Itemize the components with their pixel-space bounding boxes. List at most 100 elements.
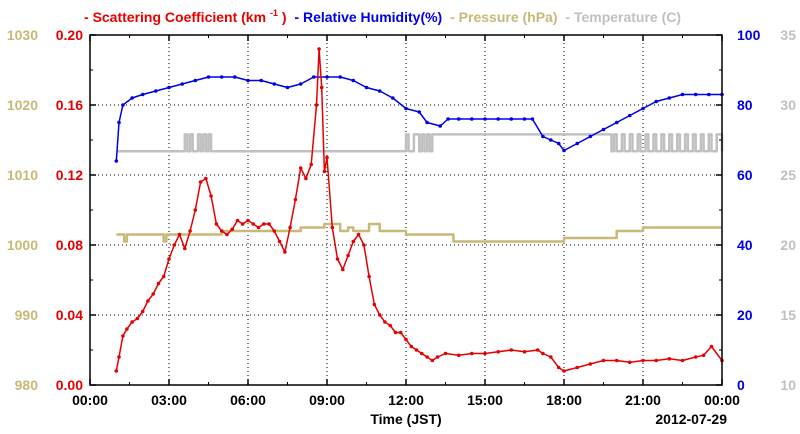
data-point-humidity (693, 92, 698, 97)
data-point-humidity (496, 117, 501, 121)
data-point-scattering (319, 85, 324, 90)
data-point-scattering (383, 320, 387, 324)
data-point-scattering (156, 281, 161, 286)
legend-pressure-label: Pressure (hPa) (459, 9, 558, 25)
y-tick-label-pressure: 1030 (7, 27, 38, 43)
data-point-scattering (130, 320, 134, 324)
data-point-scattering (298, 166, 303, 170)
data-point-scattering (709, 344, 714, 349)
data-point-humidity (509, 117, 514, 121)
data-point-scattering (509, 348, 514, 352)
data-point-scattering (456, 353, 461, 358)
data-point-humidity (483, 117, 487, 121)
data-point-humidity (556, 141, 561, 146)
data-point-scattering (628, 360, 632, 365)
data-point-scattering (225, 232, 229, 237)
data-point-scattering (356, 232, 361, 237)
y-tick-label-temperature: 20 (780, 237, 796, 253)
data-point-scattering (425, 355, 429, 359)
data-point-scattering (167, 257, 171, 261)
series-line-pressure (116, 222, 722, 243)
data-point-humidity (206, 75, 211, 79)
data-point-scattering (398, 330, 403, 335)
y-tick-label-temperature: 15 (780, 307, 796, 323)
data-point-scattering (667, 357, 672, 361)
data-point-humidity (140, 92, 145, 97)
data-point-humidity (588, 134, 593, 139)
y-tick-label-pressure: 1000 (7, 237, 38, 253)
data-point-scattering (341, 267, 345, 272)
legend-temperature-dash: - (565, 9, 574, 25)
x-tick-label: 00:00 (72, 392, 108, 408)
data-point-scattering (414, 348, 419, 352)
y-tick-label-scattering: 0.00 (56, 377, 83, 393)
legend-scattering-sup: -1 (270, 8, 278, 18)
data-point-humidity (667, 96, 672, 100)
data-point-scattering (288, 225, 292, 230)
data-point-scattering (204, 176, 208, 181)
y-tick-label-humidity: 0 (737, 377, 745, 393)
data-point-scattering (172, 243, 177, 247)
legend-pressure-dash: - (450, 9, 459, 25)
data-point-scattering (367, 274, 371, 279)
data-point-scattering (701, 353, 706, 358)
data-point-humidity (628, 113, 632, 118)
data-point-scattering (135, 316, 140, 321)
data-point-scattering (443, 351, 448, 356)
data-point-humidity (180, 82, 184, 86)
y-tick-label-scattering: 0.12 (56, 167, 83, 183)
data-point-scattering (641, 358, 645, 363)
y-tick-label-temperature: 25 (780, 167, 796, 183)
data-point-humidity (417, 110, 422, 114)
grid (90, 35, 722, 385)
data-point-scattering (272, 229, 277, 233)
y-tick-label-humidity: 40 (737, 237, 753, 253)
data-point-scattering (535, 348, 540, 352)
data-point-humidity (530, 117, 535, 121)
data-point-humidity (167, 85, 171, 90)
x-tick-label: 03:00 (151, 392, 187, 408)
data-point-humidity (285, 85, 290, 90)
data-point-humidity (575, 141, 579, 146)
data-point-humidity (641, 106, 645, 111)
data-point-humidity (391, 96, 395, 100)
data-point-scattering (541, 351, 545, 356)
data-point-scattering (214, 222, 219, 226)
y-tick-label-scattering: 0.16 (56, 97, 83, 113)
y-tick-label-temperature: 35 (780, 27, 796, 43)
data-point-humidity (114, 159, 119, 163)
data-point-humidity (219, 75, 224, 79)
legend-scattering-close: ) (282, 9, 287, 25)
y-tick-label-pressure: 1020 (7, 97, 38, 113)
data-point-humidity (312, 75, 316, 79)
data-point-scattering (377, 313, 382, 317)
data-point-scattering (121, 334, 125, 338)
data-point-humidity (404, 106, 408, 111)
data-point-scattering (240, 222, 245, 226)
series-line-scattering (115, 48, 723, 372)
legend-scattering-dash: - (84, 9, 93, 25)
data-point-humidity (364, 85, 369, 90)
data-point-humidity (246, 78, 250, 83)
y-tick-label-humidity: 20 (737, 307, 753, 323)
x-tick-label: 21:00 (625, 392, 661, 408)
data-point-humidity (562, 148, 566, 153)
data-point-scattering (177, 232, 182, 237)
data-point-scattering (322, 169, 327, 174)
data-point-scattering (362, 243, 366, 247)
series-line-temperature (116, 133, 724, 153)
x-tick-label: 09:00 (309, 392, 345, 408)
data-point-scattering (346, 253, 350, 258)
data-point-scattering (293, 197, 298, 202)
data-point-scattering (393, 330, 398, 335)
x-tick-label: 00:00 (704, 392, 740, 408)
data-point-humidity (425, 120, 429, 125)
data-point-humidity (193, 78, 198, 83)
data-point-scattering (680, 358, 685, 363)
legend: - Scattering Coefficient (km -1 ) - Rela… (84, 3, 681, 25)
data-point-scattering (183, 246, 187, 251)
data-point-scattering (330, 225, 335, 230)
legend-humidity-dash: - (294, 9, 303, 25)
data-point-scattering (193, 208, 198, 212)
data-point-scattering (420, 351, 424, 356)
